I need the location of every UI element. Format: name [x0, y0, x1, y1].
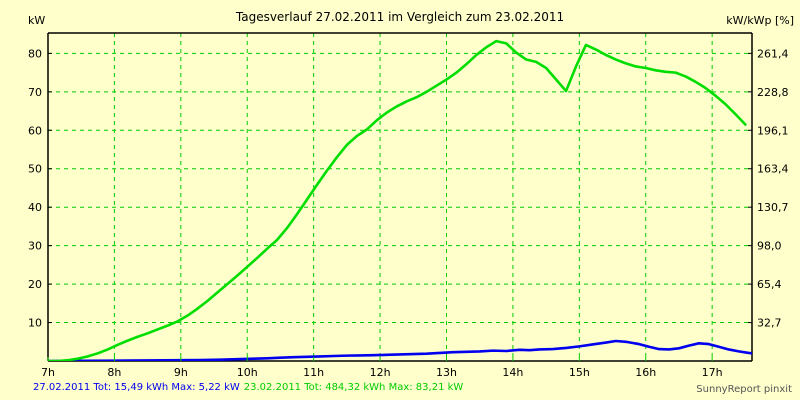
svg-text:16h: 16h: [635, 366, 656, 379]
svg-text:196,1: 196,1: [757, 124, 789, 137]
svg-text:11h: 11h: [303, 366, 324, 379]
svg-text:9h: 9h: [174, 366, 188, 379]
svg-text:10: 10: [28, 317, 42, 330]
svg-text:98,0: 98,0: [757, 240, 782, 253]
svg-text:8h: 8h: [107, 366, 121, 379]
y-axis-left-title: kW: [28, 14, 46, 27]
svg-text:30: 30: [28, 240, 42, 253]
svg-text:14h: 14h: [502, 366, 523, 379]
svg-text:13h: 13h: [436, 366, 457, 379]
svg-text:12h: 12h: [370, 366, 391, 379]
tick-labels: 10 20 30 40 50 60 70 80 32,7 65,4 98,0 130,7 163,4 19…: [28, 47, 789, 379]
legend-entry-23-02: 23.02.2011 Tot: 484,32 kWh Max: 83,21 kW: [243, 382, 464, 393]
svg-text:10h: 10h: [237, 366, 258, 379]
svg-text:7h: 7h: [41, 366, 55, 379]
y-axis-right-title: kW/kWp [%]: [726, 14, 794, 27]
chart-title: Tagesverlauf 27.02.2011 im Vergleich zum…: [235, 10, 565, 24]
svg-text:15h: 15h: [569, 366, 590, 379]
svg-text:70: 70: [28, 86, 42, 99]
chart-legend: 27.02.2011 Tot: 15,49 kWh Max: 5,22 kW 23…: [33, 382, 467, 393]
svg-text:32,7: 32,7: [757, 317, 782, 330]
data-series-layer: [48, 39, 752, 361]
svg-text:163,4: 163,4: [757, 163, 789, 176]
plot-frame: [47, 32, 753, 362]
svg-text:17h: 17h: [702, 366, 723, 379]
svg-text:20: 20: [28, 278, 42, 291]
legend-entry-27-02: 27.02.2011 Tot: 15,49 kWh Max: 5,22 kW: [33, 382, 240, 393]
svg-text:80: 80: [28, 47, 42, 60]
svg-text:50: 50: [28, 163, 42, 176]
svg-text:228,8: 228,8: [757, 86, 789, 99]
svg-text:60: 60: [28, 124, 42, 137]
svg-text:261,4: 261,4: [757, 47, 789, 60]
gridlines: [47, 33, 752, 361]
svg-text:130,7: 130,7: [757, 201, 789, 214]
svg-text:40: 40: [28, 201, 42, 214]
footer-credit: SunnyReport pinxit: [696, 384, 792, 395]
svg-text:65,4: 65,4: [757, 278, 782, 291]
